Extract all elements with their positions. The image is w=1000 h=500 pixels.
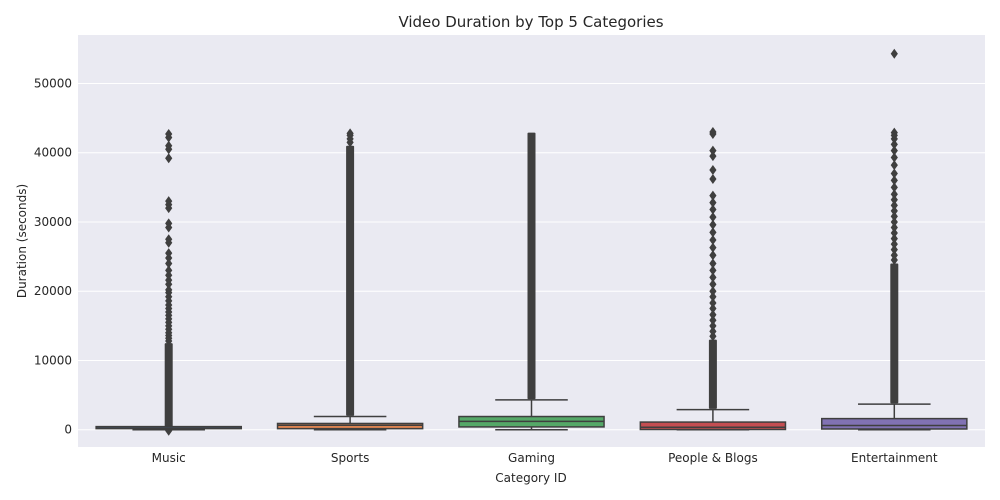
box — [276, 422, 424, 430]
outlier-point — [890, 48, 898, 59]
outlier-point — [890, 239, 898, 250]
box-group — [458, 132, 605, 431]
outlier-point — [709, 309, 717, 320]
outlier-point — [709, 326, 717, 337]
outlier-point — [346, 128, 354, 139]
x-tick-label: Music — [152, 451, 186, 465]
outlier-point — [709, 286, 717, 297]
outlier-point — [890, 211, 898, 222]
outlier-point — [890, 244, 898, 255]
box-group — [639, 126, 787, 431]
boxes — [95, 48, 968, 436]
outlier-point — [709, 272, 717, 283]
outlier-point — [709, 250, 717, 261]
outlier-point — [890, 250, 898, 261]
y-tick-label: 20000 — [34, 284, 72, 298]
outlier-point — [890, 205, 898, 216]
x-tick-label: People & Blogs — [668, 451, 758, 465]
outlier-point — [709, 204, 717, 215]
outlier-point — [709, 212, 717, 223]
outlier-point — [709, 297, 717, 308]
x-tick-label: Gaming — [508, 451, 555, 465]
y-tick-label: 10000 — [34, 353, 72, 367]
outlier-point — [709, 234, 717, 245]
outlier-point — [890, 182, 898, 193]
outlier-point — [890, 233, 898, 244]
outlier-point — [709, 258, 717, 269]
x-axis-label: Category ID — [495, 471, 566, 485]
outlier-band — [708, 339, 717, 409]
outlier-point — [709, 303, 717, 314]
box — [820, 417, 968, 430]
box — [639, 421, 787, 431]
outlier-point — [890, 160, 898, 171]
box-group — [95, 129, 243, 436]
y-tick-label: 0 — [64, 423, 72, 437]
outlier-point — [709, 227, 717, 238]
outlier-point — [890, 189, 898, 200]
outlier-band — [890, 263, 899, 404]
outlier-point — [890, 152, 898, 163]
outlier-point — [890, 228, 898, 239]
y-tick-label: 30000 — [34, 215, 72, 229]
outlier-point — [890, 127, 898, 138]
outlier-point — [165, 196, 173, 207]
y-tick-label: 50000 — [34, 76, 72, 90]
outlier-point — [709, 145, 717, 156]
outlier-point — [709, 126, 717, 137]
outlier-point — [890, 168, 898, 179]
outlier-point — [709, 265, 717, 276]
outlier-point — [709, 315, 717, 326]
outlier-point — [890, 200, 898, 211]
chart-title: Video Duration by Top 5 Categories — [398, 13, 663, 31]
outlier-point — [709, 242, 717, 253]
outlier-point — [709, 174, 717, 185]
outlier-point — [165, 258, 173, 269]
outlier-point — [709, 190, 717, 201]
x-tick-label: Sports — [331, 451, 369, 465]
outlier-band — [164, 343, 173, 427]
outlier-point — [890, 139, 898, 150]
outlier-point — [165, 140, 173, 151]
outlier-point — [165, 153, 173, 164]
y-axis-label: Duration (seconds) — [15, 184, 29, 298]
outlier-point — [890, 216, 898, 227]
outlier-point — [709, 320, 717, 331]
outlier-point — [890, 145, 898, 156]
outlier-point — [709, 151, 717, 162]
outlier-point — [165, 265, 173, 276]
outlier-point — [709, 279, 717, 290]
box-group — [276, 128, 424, 431]
outlier-point — [890, 194, 898, 205]
outlier-point — [709, 165, 717, 176]
outlier-point — [165, 129, 173, 140]
outlier-point — [890, 175, 898, 186]
outlier-point — [709, 197, 717, 208]
outlier-band — [527, 132, 536, 400]
outlier-point — [165, 234, 173, 245]
box-group — [820, 48, 968, 431]
y-tick-label: 40000 — [34, 146, 72, 160]
outlier-point — [709, 219, 717, 230]
outlier-point — [709, 291, 717, 302]
outlier-point — [165, 284, 173, 295]
x-axis-ticks: Music Sports Gaming People & Blogs Entertain… — [152, 451, 938, 465]
outlier-point — [165, 248, 173, 259]
outlier-point — [165, 218, 173, 229]
y-axis-ticks: 0 10000 20000 30000 40000 50000 — [34, 76, 72, 436]
x-tick-label: Entertainment — [851, 451, 938, 465]
outlier-point — [890, 222, 898, 233]
outlier-band — [346, 145, 355, 416]
